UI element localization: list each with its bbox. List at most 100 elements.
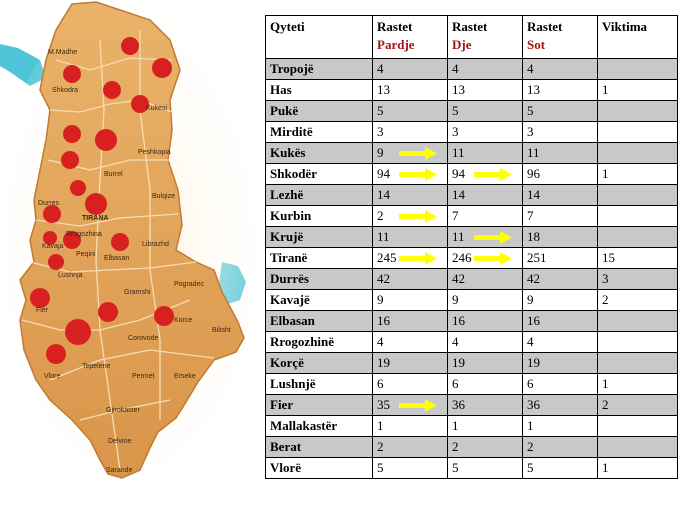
cell-sot: 4 (522, 331, 598, 353)
case-markers (30, 37, 174, 364)
albania-map: M.Madhe Shkodra Kukesi Peshkopia Burrel … (0, 0, 262, 515)
cell-sot: 11 (522, 142, 598, 164)
cell-city: Berat (265, 436, 373, 458)
yellow-arrow-icon (399, 252, 437, 265)
map-label: Sarande (106, 467, 133, 474)
cell-viktima: 2 (597, 289, 678, 311)
cell-city: Kavajë (265, 289, 373, 311)
cell-pardje: 4 (372, 58, 448, 80)
cell-dje: 1 (447, 415, 523, 437)
cell-sot: 42 (522, 268, 598, 290)
table-row: Kukës 9 11 11 (265, 142, 678, 164)
map-labels: M.Madhe Shkodra Kukesi Peshkopia Burrel … (36, 49, 231, 474)
cell-dje: 246 (447, 247, 523, 269)
table-row: Lezhë 14 14 14 (265, 184, 678, 206)
cell-pardje: 245 (372, 247, 448, 269)
header-pardje: Rastet Pardje (372, 15, 448, 59)
yellow-arrow-icon (399, 210, 437, 223)
cell-sot: 4 (522, 58, 598, 80)
cell-dje: 94 (447, 163, 523, 185)
map-label: Tepelene (82, 363, 111, 370)
map-label: Korce (174, 317, 192, 324)
cell-dje: 6 (447, 373, 523, 395)
cell-city: Tiranë (265, 247, 373, 269)
cell-pardje: 94 (372, 163, 448, 185)
cell-pardje: 3 (372, 121, 448, 143)
table-row: Tropojë 4 4 4 (265, 58, 678, 80)
map-label: Erseke (174, 373, 196, 380)
cell-pardje: 11 (372, 226, 448, 248)
cell-pardje: 2 (372, 436, 448, 458)
table-row: Elbasan 16 16 16 (265, 310, 678, 332)
table-row: Shkodër 94 94 96 1 (265, 163, 678, 185)
cell-viktima: 1 (597, 373, 678, 395)
cell-viktima: 1 (597, 163, 678, 185)
table-row: Rrogozhinë 4 4 4 (265, 331, 678, 353)
map-label: Pogradec (174, 281, 204, 288)
table-row: Tiranë 245 246 251 15 (265, 247, 678, 269)
map-label: Elbasan (104, 255, 129, 262)
cell-city: Has (265, 79, 373, 101)
cell-city: Pukë (265, 100, 373, 122)
cell-city: Krujë (265, 226, 373, 248)
table-row: Mallakastër 1 1 1 (265, 415, 678, 437)
cell-viktima (597, 121, 678, 143)
cell-dje: 19 (447, 352, 523, 374)
cell-city: Kukës (265, 142, 373, 164)
yellow-arrow-icon (399, 399, 437, 412)
cell-pardje: 9 (372, 142, 448, 164)
table-row: Kavajë 9 9 9 2 (265, 289, 678, 311)
cell-sot: 5 (522, 457, 598, 479)
map-label: Durres (38, 200, 60, 207)
cell-pardje: 5 (372, 457, 448, 479)
header-sot: Rastet Sot (522, 15, 598, 59)
map-label: TIRANA (82, 215, 108, 222)
header-dje: Rastet Dje (447, 15, 523, 59)
cell-city: Kurbin (265, 205, 373, 227)
table-row: Kurbin 2 7 7 (265, 205, 678, 227)
yellow-arrow-icon (399, 147, 437, 160)
cell-sot: 36 (522, 394, 598, 416)
table-row: Pukë 5 5 5 (265, 100, 678, 122)
map-label: Lushnja (58, 272, 83, 279)
cell-sot: 19 (522, 352, 598, 374)
table-row: Lushnjë 6 6 6 1 (265, 373, 678, 395)
cases-table: Qyteti Rastet Pardje Rastet Dje Rastet Sot … (265, 15, 678, 479)
cell-pardje: 5 (372, 100, 448, 122)
map-label: Vlore (44, 373, 60, 380)
cell-sot: 96 (522, 163, 598, 185)
yellow-arrow-icon (474, 168, 512, 181)
cell-city: Tropojë (265, 58, 373, 80)
cell-dje: 5 (447, 457, 523, 479)
map-label: Librazhd (142, 241, 169, 248)
map-label: Rrogozhina (66, 231, 102, 238)
cell-sot: 18 (522, 226, 598, 248)
cell-viktima: 3 (597, 268, 678, 290)
header-viktima: Viktima (597, 15, 678, 59)
cell-city: Lezhë (265, 184, 373, 206)
map-label: Bilisht (212, 327, 231, 334)
cell-pardje: 35 (372, 394, 448, 416)
cases-table-container: Qyteti Rastet Pardje Rastet Dje Rastet Sot … (265, 15, 678, 479)
yellow-arrow-icon (474, 231, 512, 244)
map-label: Peqini (76, 251, 96, 258)
cell-dje: 3 (447, 121, 523, 143)
header-city: Qyteti (265, 15, 373, 59)
cell-viktima (597, 310, 678, 332)
cell-dje: 13 (447, 79, 523, 101)
cell-sot: 5 (522, 100, 598, 122)
cell-sot: 9 (522, 289, 598, 311)
cell-dje: 11 (447, 226, 523, 248)
cell-sot: 3 (522, 121, 598, 143)
cell-city: Shkodër (265, 163, 373, 185)
cell-sot: 16 (522, 310, 598, 332)
albania-land (19, 1, 245, 479)
cell-city: Mallakastër (265, 415, 373, 437)
cell-pardje: 9 (372, 289, 448, 311)
map-label: Gjirokaster (106, 407, 141, 414)
cell-viktima: 2 (597, 394, 678, 416)
cell-pardje: 2 (372, 205, 448, 227)
cell-viktima: 1 (597, 79, 678, 101)
cell-dje: 4 (447, 331, 523, 353)
cell-viktima (597, 226, 678, 248)
